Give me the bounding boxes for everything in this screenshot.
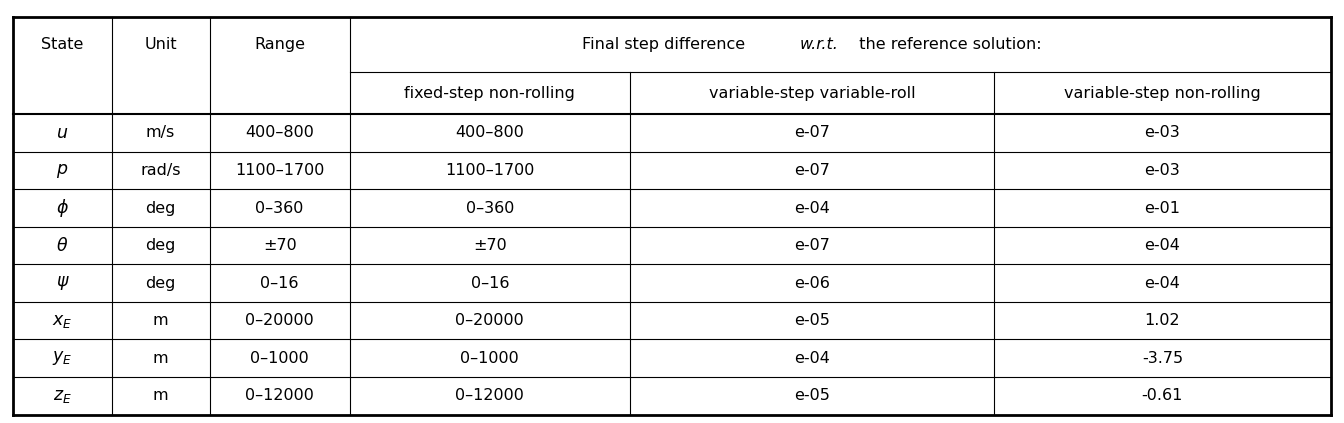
Text: 400–800: 400–800	[245, 126, 314, 140]
Text: e-07: e-07	[794, 163, 831, 178]
Text: 400–800: 400–800	[456, 126, 524, 140]
Text: deg: deg	[145, 201, 176, 216]
Text: e-01: e-01	[1145, 201, 1180, 216]
Text: 0–20000: 0–20000	[456, 313, 524, 328]
Text: w.r.t.: w.r.t.	[800, 37, 839, 52]
Text: e-05: e-05	[794, 388, 831, 403]
Text: e-04: e-04	[794, 201, 831, 216]
Text: m: m	[153, 351, 168, 366]
Text: $u$: $u$	[56, 124, 69, 142]
Text: ±70: ±70	[263, 238, 297, 253]
Text: e-04: e-04	[1145, 276, 1180, 291]
Text: e-07: e-07	[794, 238, 831, 253]
Text: the reference solution:: the reference solution:	[849, 37, 1042, 52]
Text: State: State	[42, 37, 83, 52]
Text: e-06: e-06	[794, 276, 831, 291]
Text: variable-step non-rolling: variable-step non-rolling	[1064, 85, 1261, 101]
Text: 0–12000: 0–12000	[245, 388, 314, 403]
Text: 0–20000: 0–20000	[246, 313, 314, 328]
Text: m: m	[153, 313, 168, 328]
Text: $x_E$: $x_E$	[52, 312, 73, 330]
Text: -0.61: -0.61	[1142, 388, 1183, 403]
Text: 0–12000: 0–12000	[456, 388, 524, 403]
Text: e-04: e-04	[794, 351, 831, 366]
Text: 1.02: 1.02	[1145, 313, 1180, 328]
Text: Unit: Unit	[144, 37, 177, 52]
Text: m/s: m/s	[146, 126, 175, 140]
Text: variable-step variable-roll: variable-step variable-roll	[708, 85, 915, 101]
Text: 1100–1700: 1100–1700	[235, 163, 324, 178]
Text: 0–1000: 0–1000	[461, 351, 519, 366]
Text: $\phi$: $\phi$	[56, 197, 69, 219]
Text: $\psi$: $\psi$	[55, 274, 70, 292]
Text: ±70: ±70	[473, 238, 507, 253]
Text: fixed-step non-rolling: fixed-step non-rolling	[405, 85, 575, 101]
Text: 0–360: 0–360	[255, 201, 304, 216]
Text: $p$: $p$	[56, 162, 69, 179]
Text: m: m	[153, 388, 168, 403]
Text: 0–16: 0–16	[261, 276, 298, 291]
Text: e-04: e-04	[1145, 238, 1180, 253]
Text: deg: deg	[145, 276, 176, 291]
Text: Range: Range	[254, 37, 305, 52]
Text: e-03: e-03	[1145, 126, 1180, 140]
Text: $\theta$: $\theta$	[56, 236, 69, 255]
Text: deg: deg	[145, 238, 176, 253]
Text: e-05: e-05	[794, 313, 831, 328]
Text: Final step difference: Final step difference	[582, 37, 750, 52]
Text: 0–16: 0–16	[470, 276, 509, 291]
Text: $z_E$: $z_E$	[52, 387, 71, 405]
Text: e-03: e-03	[1145, 163, 1180, 178]
Text: 0–360: 0–360	[465, 201, 513, 216]
Text: e-07: e-07	[794, 126, 831, 140]
Text: 1100–1700: 1100–1700	[445, 163, 535, 178]
Text: -3.75: -3.75	[1142, 351, 1183, 366]
Text: 0–1000: 0–1000	[250, 351, 309, 366]
Text: rad/s: rad/s	[140, 163, 181, 178]
Text: $y_E$: $y_E$	[52, 349, 73, 367]
